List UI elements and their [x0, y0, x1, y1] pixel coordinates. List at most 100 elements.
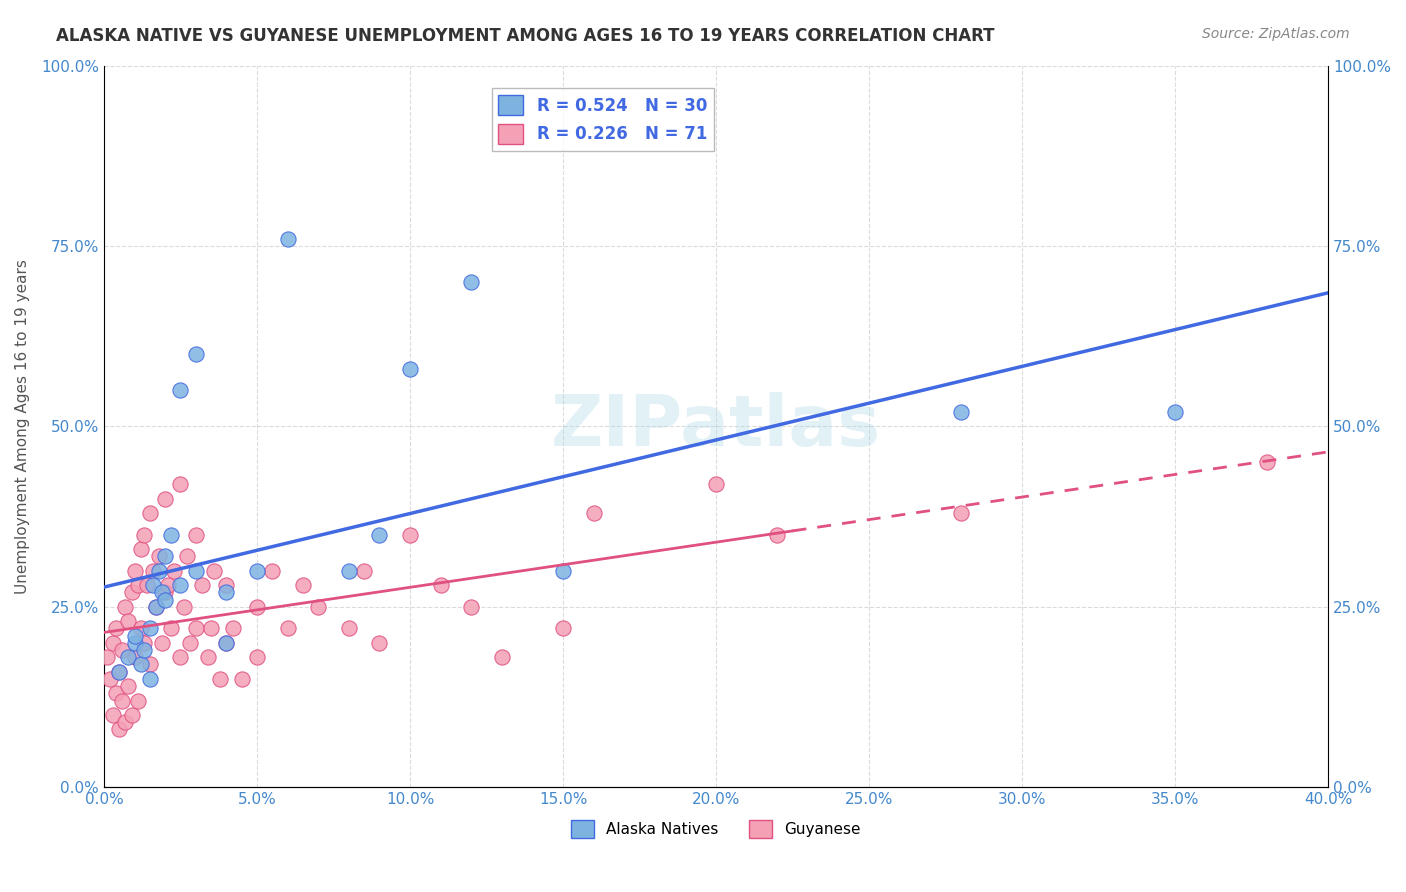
Point [153, 592, 176, 607]
Point [139, 657, 162, 672]
Point [142, 578, 165, 592]
Point [160, 527, 183, 541]
Point [246, 599, 269, 614]
Point [121, 708, 143, 723]
Point [145, 599, 167, 614]
Point [153, 549, 176, 564]
Point [139, 506, 162, 520]
Legend: Alaska Natives, Guyanese: Alaska Natives, Guyanese [565, 814, 868, 845]
Point [148, 564, 170, 578]
Point [215, 636, 238, 650]
Point [153, 585, 176, 599]
Point [277, 621, 299, 635]
Point [291, 578, 314, 592]
Point [215, 578, 238, 592]
Point [184, 527, 207, 541]
Point [460, 599, 482, 614]
Point [277, 232, 299, 246]
Point [231, 672, 253, 686]
Point [105, 686, 128, 700]
Point [129, 657, 152, 672]
Point [191, 578, 214, 592]
Point [246, 650, 269, 665]
Point [399, 527, 422, 541]
Point [129, 542, 152, 557]
Point [491, 650, 513, 665]
Point [169, 650, 191, 665]
Point [202, 564, 225, 578]
Point [111, 643, 134, 657]
Point [197, 650, 219, 665]
Point [108, 665, 131, 679]
Point [124, 636, 146, 650]
Point [368, 527, 391, 541]
Point [399, 361, 422, 376]
Point [353, 564, 375, 578]
Point [124, 564, 146, 578]
Point [1256, 455, 1278, 469]
Point [150, 585, 173, 599]
Point [169, 384, 191, 398]
Point [127, 693, 149, 707]
Point [215, 585, 238, 599]
Point [111, 693, 134, 707]
Point [160, 621, 183, 635]
Text: ZIPatlas: ZIPatlas [551, 392, 882, 461]
Point [132, 527, 155, 541]
Point [173, 599, 195, 614]
Point [551, 621, 574, 635]
Point [582, 506, 605, 520]
Point [1164, 405, 1187, 419]
Point [101, 708, 124, 723]
Point [139, 621, 162, 635]
Point [124, 650, 146, 665]
Point [179, 636, 201, 650]
Point [766, 527, 789, 541]
Point [108, 723, 131, 737]
Point [105, 621, 128, 635]
Point [153, 491, 176, 506]
Point [184, 621, 207, 635]
Point [307, 599, 329, 614]
Point [121, 585, 143, 599]
Point [96, 650, 118, 665]
Point [108, 665, 131, 679]
Point [117, 614, 139, 628]
Point [117, 679, 139, 693]
Point [114, 599, 136, 614]
Point [98, 672, 121, 686]
Point [429, 578, 451, 592]
Point [949, 506, 972, 520]
Point [209, 672, 232, 686]
Point [176, 549, 198, 564]
Text: Source: ZipAtlas.com: Source: ZipAtlas.com [1202, 27, 1350, 41]
Point [139, 672, 162, 686]
Point [132, 636, 155, 650]
Point [145, 599, 167, 614]
Point [114, 715, 136, 730]
Point [135, 578, 157, 592]
Point [246, 564, 269, 578]
Point [124, 629, 146, 643]
Point [215, 636, 238, 650]
Point [184, 564, 207, 578]
Point [704, 477, 727, 491]
Point [163, 564, 186, 578]
Point [262, 564, 284, 578]
Point [150, 636, 173, 650]
Point [460, 275, 482, 289]
Point [949, 405, 972, 419]
Point [368, 636, 391, 650]
Point [157, 578, 180, 592]
Point [129, 621, 152, 635]
Point [117, 650, 139, 665]
Y-axis label: Unemployment Among Ages 16 to 19 years: Unemployment Among Ages 16 to 19 years [15, 259, 30, 594]
Point [551, 564, 574, 578]
Point [200, 621, 222, 635]
Point [337, 621, 360, 635]
Point [142, 564, 165, 578]
Point [337, 564, 360, 578]
Point [169, 578, 191, 592]
Point [184, 347, 207, 361]
Point [169, 477, 191, 491]
